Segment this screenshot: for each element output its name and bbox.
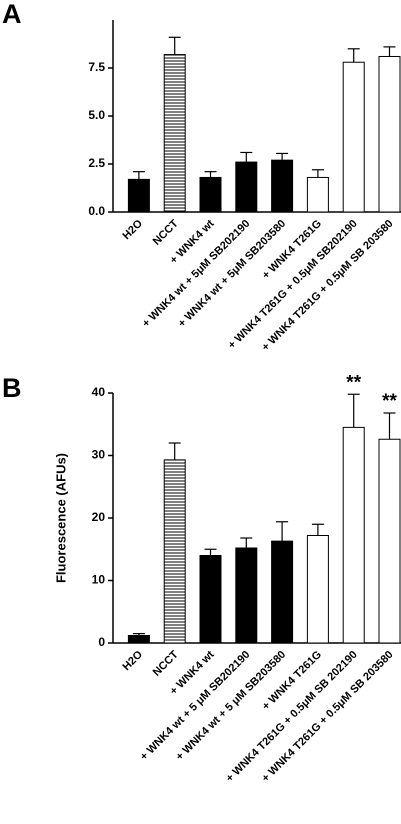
y-tick-label: 5.0 [88,108,105,122]
y-tick-label: 0 [98,635,105,649]
bar [235,161,258,213]
bar [127,178,150,213]
y-tick-label: 20 [92,510,106,524]
bar [342,61,365,213]
bar [163,54,186,213]
y-tick-label: 30 [92,448,106,462]
bar [271,540,294,644]
significance-annotation: ** [382,391,397,412]
bar [163,459,186,644]
y-axis-label: Fluorescence (AFUs) [53,453,68,583]
bar [342,426,365,644]
x-tick-label: + WNK4 T261G + 0.5μM SB202190 [226,218,360,352]
bar [378,438,401,644]
significance-annotation: ** [346,372,361,393]
y-tick-label: 10 [92,573,106,587]
y-tick-label: 2.5 [88,156,105,170]
bar [127,635,150,644]
bar [271,159,294,213]
x-tick-label: H2O [121,648,146,673]
x-tick-label: NCCT [151,217,181,247]
y-tick-label: 40 [92,385,106,399]
bar [306,535,329,644]
y-tick-label: 0.0 [88,204,105,218]
y-tick-label: 7.5 [88,60,105,74]
bar [378,55,401,213]
x-tick-label: + WNK4 T261G + 0.5μM SB 203580 [260,218,396,354]
x-tick-label: + WNK4 T261G + 0.5μM SB 203580 [260,649,396,785]
panel-label: B [2,373,22,403]
panel-label: A [2,0,22,29]
bar [306,176,329,213]
bar [235,547,258,644]
bar [199,555,222,644]
x-tick-label: NCCT [151,648,181,678]
x-tick-label: + WNK4 T261G + 0.5μM SB 202190 [224,649,360,785]
x-tick-label: H2O [121,217,146,242]
bar [199,176,222,213]
